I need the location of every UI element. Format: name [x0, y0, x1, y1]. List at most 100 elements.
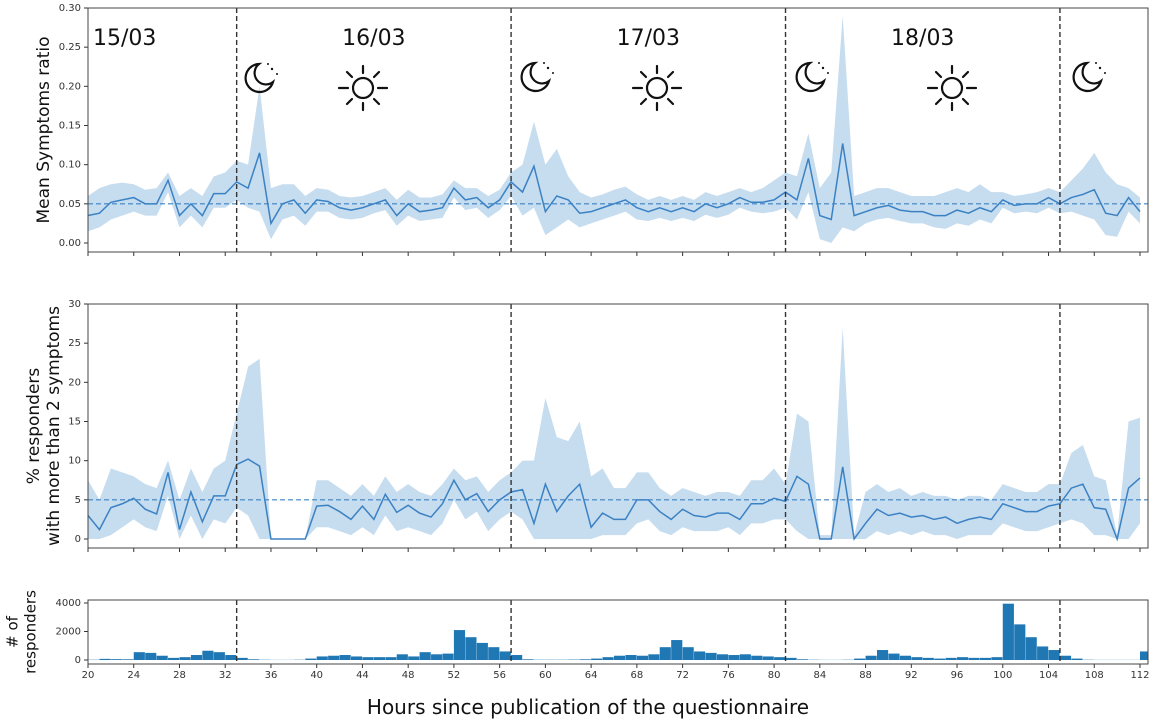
- bar: [225, 655, 237, 661]
- x-tick-label: 112: [1130, 670, 1149, 681]
- bar: [899, 655, 912, 661]
- bar: [1059, 655, 1072, 661]
- bar: [934, 658, 946, 661]
- bar: [911, 657, 923, 661]
- moon-icon: [795, 60, 831, 93]
- bar: [648, 654, 660, 661]
- x-tick-label: 92: [905, 670, 918, 681]
- y-tick-label: 0.20: [59, 81, 81, 92]
- bar: [762, 656, 774, 661]
- x-tick-label: 88: [859, 670, 872, 681]
- bar: [1139, 651, 1148, 661]
- data-line: [88, 143, 1141, 226]
- x-axis-label: Hours since publication of the questionn…: [367, 695, 809, 719]
- bar: [865, 655, 877, 661]
- bar: [591, 658, 603, 661]
- bar: [854, 658, 866, 661]
- y-tick-label: 0.30: [59, 3, 81, 14]
- sun-icon: [631, 64, 683, 112]
- plot-area: [88, 603, 1148, 661]
- bar: [1025, 637, 1037, 661]
- x-tick-label: 24: [127, 670, 140, 681]
- bar: [957, 657, 969, 661]
- bar: [659, 647, 671, 661]
- bar: [179, 657, 191, 661]
- bar: [922, 657, 934, 661]
- bar: [716, 654, 729, 661]
- y-tick-label: 10: [68, 456, 81, 467]
- bar: [465, 637, 477, 661]
- axes-frame: [87, 599, 1149, 665]
- x-tick-label: 48: [402, 670, 415, 681]
- bar: [350, 656, 363, 661]
- x-tick-label: 40: [310, 670, 323, 681]
- y-tick-label: 30: [68, 299, 81, 310]
- bar: [213, 652, 225, 661]
- panel: 0.00 0.05 0.10 0.15 0.20 0.25 0.30 Mean Symptom…: [34, 3, 1149, 256]
- x-tick-label: 36: [265, 670, 278, 681]
- bar: [453, 630, 466, 661]
- x-tick-label: 28: [173, 670, 186, 681]
- axes-frame: [87, 303, 1149, 549]
- x-tick-label: 44: [356, 670, 369, 681]
- day-label: 17/03: [617, 26, 680, 51]
- panel: 0 5 10 15 20 25 30 % responders with more than 2…: [24, 299, 1149, 552]
- y-axis-label: responders: [22, 590, 40, 674]
- bar: [339, 655, 351, 661]
- x-tick-label: 80: [768, 670, 781, 681]
- x-tick-label: 108: [1085, 670, 1104, 681]
- y-tick-label: 0.05: [59, 199, 81, 210]
- x-tick-label: 84: [813, 670, 826, 681]
- bar: [236, 657, 248, 661]
- bar: [442, 653, 454, 661]
- bar: [328, 655, 340, 661]
- bar: [419, 652, 431, 661]
- bar: [511, 655, 523, 661]
- bar: [888, 653, 900, 661]
- sun-icon: [337, 64, 389, 112]
- y-tick-label: 0.15: [59, 120, 81, 131]
- x-tick-label: 56: [493, 670, 506, 681]
- bar: [110, 659, 123, 661]
- bar: [1014, 624, 1026, 661]
- bar: [751, 655, 763, 661]
- bar: [705, 652, 717, 661]
- y-axis-label: % responders: [24, 368, 44, 485]
- y-tick-label: 20: [68, 377, 81, 388]
- bar: [476, 642, 488, 661]
- bar: [190, 655, 203, 661]
- y-tick-label: 0.25: [59, 42, 81, 53]
- bar: [682, 647, 694, 661]
- x-tick-label: 76: [722, 670, 735, 681]
- bar: [488, 647, 500, 661]
- bar: [1002, 603, 1014, 661]
- bar: [739, 654, 751, 661]
- bar: [796, 659, 809, 661]
- bar: [785, 657, 797, 661]
- bar: [408, 656, 420, 661]
- bar: [671, 640, 683, 661]
- bar: [1071, 658, 1083, 661]
- moon-icon: [1072, 60, 1108, 93]
- y-tick-label: 0: [75, 655, 81, 666]
- data-line: [88, 458, 1141, 542]
- moon-icon: [520, 60, 556, 93]
- y-tick-label: 0: [75, 534, 81, 545]
- bar: [133, 652, 145, 661]
- sun-icon: [926, 64, 978, 112]
- bar: [316, 656, 328, 661]
- y-tick-label: 0.00: [59, 238, 81, 249]
- x-tick-label: 100: [993, 670, 1012, 681]
- bar: [991, 657, 1003, 661]
- bar: [499, 651, 511, 661]
- bar: [602, 657, 614, 661]
- y-tick-label: 15: [68, 416, 81, 427]
- x-tick-label: 20: [82, 670, 95, 681]
- x-tick-label: 96: [951, 670, 964, 681]
- bar: [122, 659, 134, 661]
- bar: [979, 657, 992, 661]
- x-tick-label: 72: [676, 670, 689, 681]
- y-axis-label: Mean Symptoms ratio: [34, 36, 54, 223]
- y-tick-label: 25: [68, 338, 81, 349]
